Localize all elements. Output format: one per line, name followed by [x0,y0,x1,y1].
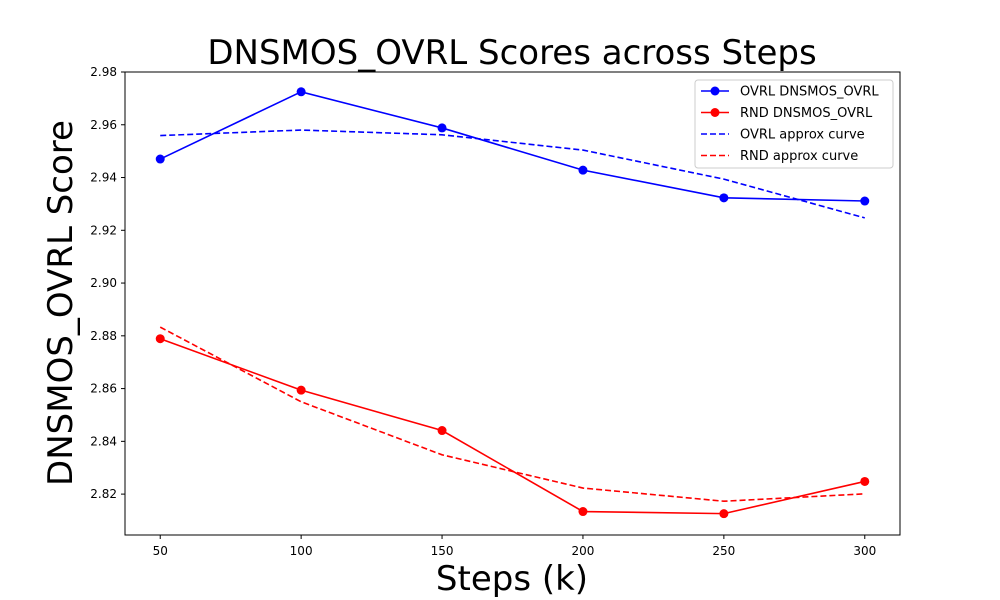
series-line-rnd-approx-curve [159,326,865,503]
data-point-rnd-dnsmos-ovrl [578,507,588,517]
x-tick-label: 250 [712,544,735,558]
y-tick-label: 2.96 [90,118,117,132]
legend-label-ovrl-approx-curve: OVRL approx curve [740,128,865,143]
plot-area: 50 100 150 200 250 300 2.82 2.84 2.86 2.88 2.90 2.9… [90,65,901,558]
x-tick-label: 200 [572,544,595,558]
plot-frame [124,71,901,536]
data-point-ovrl-dnsmos-ovrl [437,123,447,133]
data-point-rnd-dnsmos-ovrl [296,385,306,395]
y-tick-label: 2.94 [90,171,117,185]
legend-label-ovrl-dnsmos-ovrl: OVRL DNSMOS_OVRL [740,85,879,100]
chart-title: DNSMOS_OVRL Scores across Steps [207,33,816,73]
x-tick-label: 300 [853,544,876,558]
data-point-ovrl-dnsmos-ovrl [860,196,870,206]
data-point-ovrl-dnsmos-ovrl [719,193,729,203]
legend-marker-rnd-dnsmos-ovrl [710,108,720,117]
data-point-rnd-dnsmos-ovrl [155,334,165,344]
y-tick-label: 2.98 [90,65,117,79]
y-tick-label: 2.92 [90,223,117,237]
series-line-ovrl-approx-curve [160,129,865,219]
y-tick-label: 2.84 [90,434,117,448]
data-point-ovrl-dnsmos-ovrl [578,165,588,175]
y-tick-label: 2.82 [90,487,117,501]
data-point-ovrl-dnsmos-ovrl [155,154,165,164]
data-point-rnd-dnsmos-ovrl [719,509,729,519]
y-tick-label: 2.90 [90,276,117,290]
data-point-rnd-dnsmos-ovrl [437,426,447,436]
legend-marker-ovrl-dnsmos-ovrl [710,86,720,96]
legend-label-rnd-approx-curve: RND approx curve [740,149,858,164]
series-line-rnd-dnsmos-ovrl [159,337,865,515]
y-tick-label: 2.88 [90,329,117,343]
x-axis-label: Steps (k) [436,559,588,599]
data-point-ovrl-dnsmos-ovrl [296,87,306,97]
x-tick-label: 100 [290,544,313,558]
y-tick-label: 2.86 [90,382,117,396]
y-axis-label: DNSMOS_OVRL Score [41,120,81,486]
x-tick-label: 50 [153,544,168,558]
data-point-rnd-dnsmos-ovrl [860,476,870,486]
series-line-ovrl-dnsmos-ovrl [159,90,865,202]
legend-label-rnd-dnsmos-ovrl: RND DNSMOS_OVRL [740,106,873,121]
legend: OVRL DNSMOS_OVRL RND DNSMOS_OVRL OVRL appr… [694,79,894,169]
x-tick-label: 150 [431,544,454,558]
legend-box [694,79,894,169]
